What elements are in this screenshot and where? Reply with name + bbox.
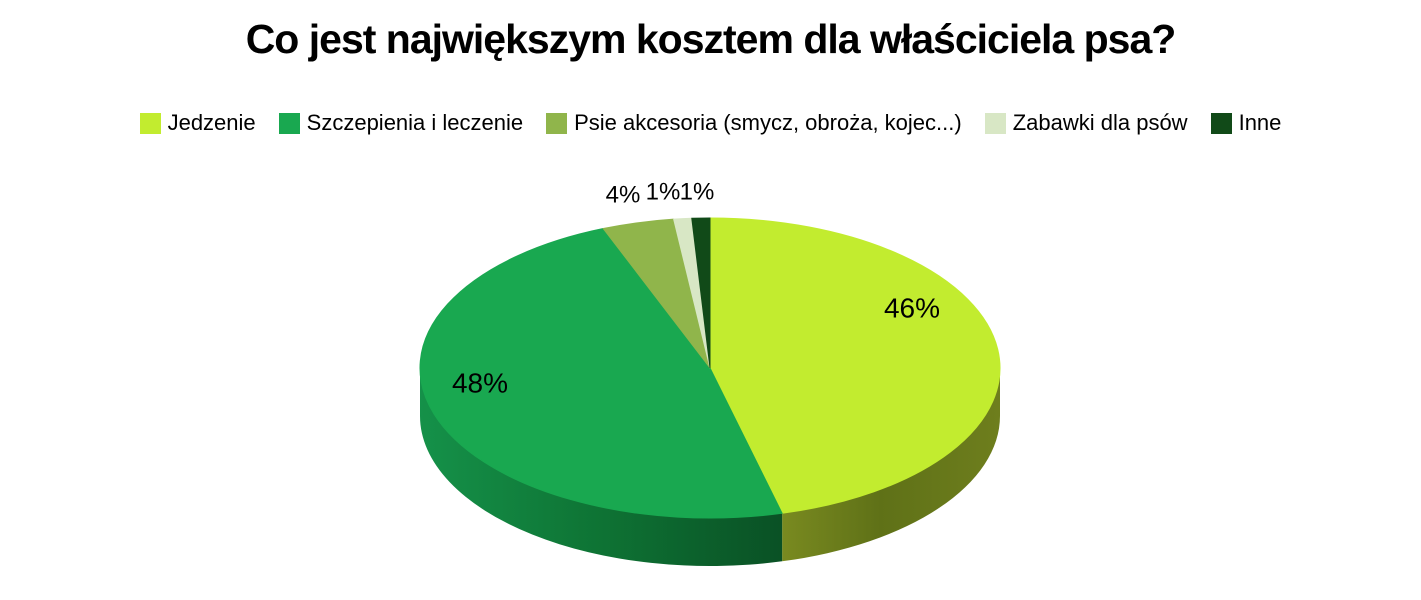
legend-swatch-icon [1210, 112, 1232, 134]
pie-slice [709, 217, 1001, 514]
legend-swatch-icon [546, 112, 568, 134]
legend-label: Psie akcesoria (smycz, obroża, kojec...) [574, 110, 962, 135]
legend-item: Zabawki dla psów [984, 110, 1188, 136]
legend-swatch-icon [278, 112, 300, 134]
legend-label: Jedzenie [167, 110, 256, 135]
data-label: 48% [452, 368, 508, 399]
legend-label: Inne [1238, 110, 1282, 135]
legend-item: Psie akcesoria (smycz, obroża, kojec...) [546, 110, 962, 136]
legend-item: Inne [1210, 110, 1282, 136]
legend-item: Szczepienia i leczenie [278, 110, 524, 136]
data-label: 1% [646, 179, 681, 206]
legend-label: Zabawki dla psów [1012, 110, 1188, 135]
pie-slice [419, 227, 783, 519]
pie-side-wall [420, 368, 783, 566]
data-label: 4% [606, 182, 641, 209]
data-label: 1% [680, 179, 715, 206]
legend-swatch-icon [984, 112, 1006, 134]
data-label: 46% [884, 293, 940, 324]
pie-side-wall [782, 368, 1000, 562]
chart-title: Co jest największym kosztem dla właścici… [245, 16, 1177, 62]
legend-swatch-icon [139, 112, 161, 134]
pie-slice [691, 217, 711, 369]
legend-label: Szczepienia i leczenie [306, 110, 524, 135]
legend: Jedzenie Szczepienia i leczenie Psie akces… [0, 110, 1421, 136]
legend-item: Jedzenie [139, 110, 256, 136]
